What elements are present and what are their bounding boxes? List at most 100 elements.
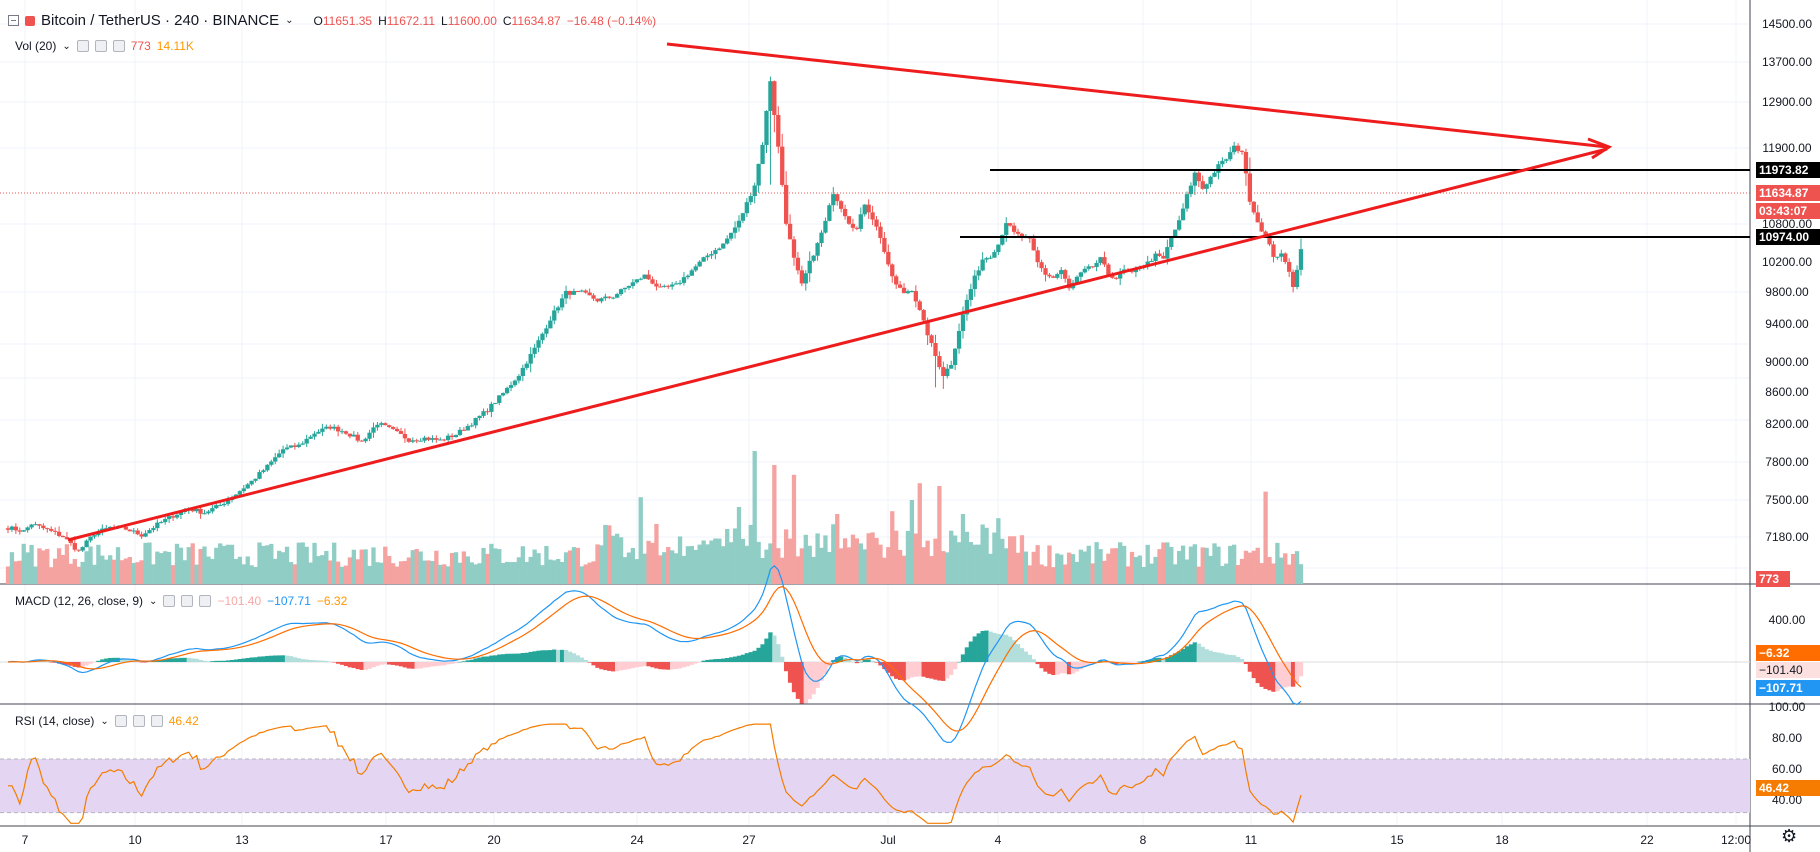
candle-body xyxy=(202,513,207,515)
candle-body xyxy=(37,524,42,526)
settings-icon[interactable] xyxy=(132,715,145,727)
rsi-study-name[interactable]: RSI (14, close) xyxy=(15,714,95,728)
volume-bar xyxy=(964,531,970,584)
collapse-icon[interactable] xyxy=(8,15,19,26)
volume-bar xyxy=(284,546,290,584)
volume-bar xyxy=(1153,556,1158,584)
macd-histogram-bar xyxy=(497,654,502,662)
candle-body xyxy=(787,223,793,240)
volume-bar xyxy=(332,542,337,584)
macd-histogram-bar xyxy=(304,659,309,662)
candle-body xyxy=(728,232,734,239)
gear-icon[interactable]: ⚙ xyxy=(1781,826,1798,846)
candle-body xyxy=(1275,256,1280,258)
volume-bar xyxy=(390,563,396,584)
macd-histogram-bar xyxy=(1294,662,1300,683)
volume-bar xyxy=(1090,563,1095,584)
candle-body xyxy=(583,290,588,293)
macd-histogram-bar xyxy=(92,662,97,663)
volume-bar xyxy=(638,497,643,584)
horizontal-levels xyxy=(0,169,1750,238)
macd-histogram-bar xyxy=(717,658,722,662)
candle-body xyxy=(552,310,557,321)
macd-histogram-bar xyxy=(858,661,863,663)
candle-body xyxy=(1298,249,1304,270)
volume-bar xyxy=(607,525,612,584)
volume-bar xyxy=(135,562,140,584)
volume-study-name[interactable]: Vol (20) xyxy=(15,39,57,53)
volume-bar xyxy=(685,546,691,584)
price-tick-label: 7180.00 xyxy=(1765,530,1809,544)
macd-histogram-bar xyxy=(874,662,879,663)
candle-body xyxy=(237,491,243,495)
macd-histogram-bar xyxy=(202,660,207,662)
candle-body xyxy=(823,220,828,233)
candle-body xyxy=(524,363,529,368)
volume-bar xyxy=(787,538,793,584)
volume-bar xyxy=(245,556,250,584)
candle-body xyxy=(1216,164,1221,173)
volume-bar xyxy=(901,555,907,584)
chevron-down-icon[interactable]: ⌄ xyxy=(285,15,294,26)
candle-body xyxy=(1212,172,1217,177)
eye-icon[interactable] xyxy=(114,715,127,727)
candle-body xyxy=(996,244,1001,253)
macd-histogram-bar xyxy=(1078,662,1084,670)
close-icon[interactable] xyxy=(199,595,212,607)
close-icon[interactable] xyxy=(112,40,125,52)
macd-histogram-bar xyxy=(622,662,628,670)
macd-histogram-bar xyxy=(170,658,176,662)
macd-histogram-bar xyxy=(976,633,981,662)
volume-bar xyxy=(446,566,451,584)
candle-body xyxy=(717,248,722,251)
volume-bar xyxy=(835,514,840,584)
candle-body xyxy=(689,270,694,276)
macd-histogram-bar xyxy=(567,651,573,662)
candle-body xyxy=(1259,222,1264,232)
macd-histogram-bar xyxy=(1063,662,1068,674)
volume-bar xyxy=(772,465,777,584)
close-icon[interactable] xyxy=(150,715,163,727)
candle-body xyxy=(854,227,860,229)
macd-histogram-bar xyxy=(473,658,478,662)
volume-bar xyxy=(308,562,313,584)
chevron-down-icon[interactable]: ⌄ xyxy=(149,595,158,607)
candle-body xyxy=(222,503,227,506)
volume-bar xyxy=(670,550,675,584)
candle-body xyxy=(418,440,423,442)
candle-body xyxy=(658,286,663,288)
macd-histogram-bar xyxy=(811,662,816,695)
candle-body xyxy=(929,335,934,344)
high-label: H xyxy=(378,13,387,28)
time-tick-label: 20 xyxy=(487,833,501,847)
macd-histogram-bar xyxy=(1212,652,1217,662)
symbol-title[interactable]: Bitcoin / TetherUS · 240 · BINANCE xyxy=(41,12,280,29)
volume-bar xyxy=(937,486,942,584)
volume-bar xyxy=(1145,544,1150,584)
macd-histogram-bar xyxy=(512,653,518,662)
volume-bar xyxy=(583,564,588,584)
volume-bar xyxy=(304,546,309,584)
candle-body xyxy=(166,516,172,520)
volume-bar xyxy=(894,530,899,584)
chevron-down-icon[interactable]: ⌄ xyxy=(100,715,109,727)
settings-icon[interactable] xyxy=(181,595,194,607)
volume-bar xyxy=(237,556,243,584)
eye-icon[interactable] xyxy=(76,40,89,52)
volume-bar xyxy=(155,551,160,584)
volume-bar xyxy=(929,556,934,584)
macd-study-name[interactable]: MACD (12, 26, close, 9) xyxy=(15,594,144,608)
candle-body xyxy=(170,516,176,518)
volume-bar xyxy=(575,547,580,584)
macd-histogram-bar xyxy=(1039,662,1044,669)
macd-histogram-bar xyxy=(151,661,156,663)
candle-body xyxy=(363,438,368,442)
candle-body xyxy=(615,294,620,298)
candle-body xyxy=(677,282,683,284)
candle-body xyxy=(638,278,643,280)
chevron-down-icon[interactable]: ⌄ xyxy=(62,40,71,52)
eye-icon[interactable] xyxy=(163,595,176,607)
macd-histogram-bar xyxy=(410,662,415,669)
settings-icon[interactable] xyxy=(94,40,107,52)
